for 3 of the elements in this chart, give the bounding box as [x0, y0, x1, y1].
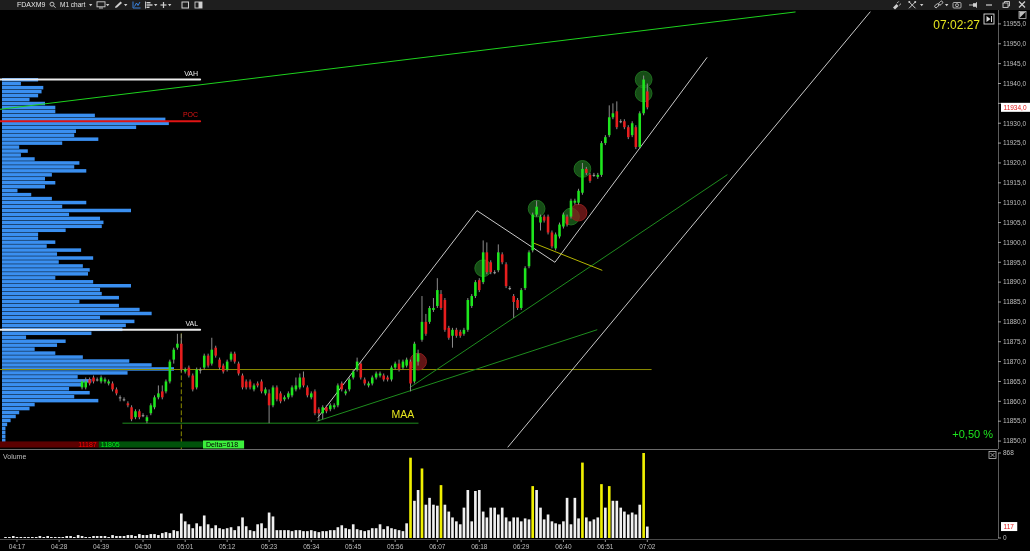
annotation: MAA [391, 407, 415, 420]
annotation: +0,50 % [952, 427, 994, 440]
annotation: 07:02:27 [933, 18, 981, 33]
